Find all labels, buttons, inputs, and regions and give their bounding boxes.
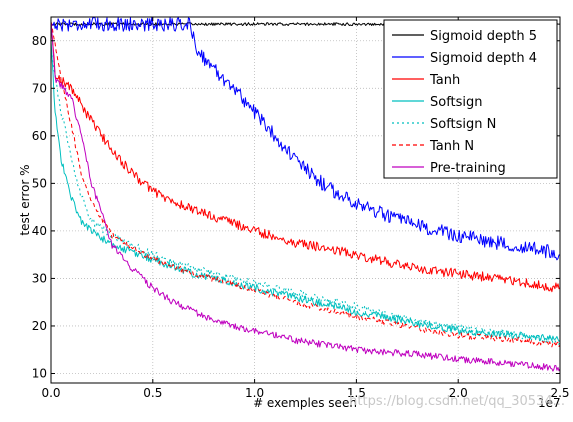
x-tick-label: 2.5: [550, 386, 569, 400]
legend: Sigmoid depth 5 Sigmoid depth 4 Tanh Softsi…: [383, 19, 558, 179]
x-tick-label: 1.5: [347, 386, 366, 400]
y-tick-label: 80: [32, 34, 47, 48]
legend-label: Softsign: [430, 95, 483, 110]
legend-label: Sigmoid depth 5: [430, 29, 537, 44]
y-axis-label: test error %: [18, 164, 32, 235]
legend-label: Tanh N: [429, 139, 474, 154]
y-tick-label: 50: [32, 176, 47, 190]
x-axis-label: # exemples seen: [253, 396, 357, 410]
series-line: [51, 21, 560, 348]
legend-label: Sigmoid depth 4: [430, 51, 537, 66]
series-line: [51, 17, 560, 261]
legend-label: Softsign N: [430, 117, 496, 132]
legend-label: Tanh: [429, 73, 460, 88]
legend-box: [383, 19, 558, 179]
y-tick-label: 70: [32, 81, 47, 95]
series-layer: [51, 17, 560, 372]
series-line: [51, 21, 560, 372]
series-line: [51, 21, 560, 293]
y-tick-label: 30: [32, 271, 47, 285]
y-tick-label: 60: [32, 129, 47, 143]
x-axis: 0.0 0.5 1.0 1.5 2.0 2.5: [41, 17, 570, 400]
y-axis: 10 20 30 40 50 60 70 80: [32, 34, 560, 380]
x-scale-label: 1e7: [538, 396, 561, 410]
x-tick-label: 0.5: [143, 386, 162, 400]
x-tick-label: 1.0: [245, 386, 264, 400]
x-tick-label: 2.0: [449, 386, 468, 400]
series-line: [51, 40, 560, 342]
y-tick-label: 10: [32, 366, 47, 380]
y-tick-label: 40: [32, 224, 47, 238]
series-line: [51, 50, 560, 345]
plot-frame: [50, 16, 561, 384]
watermark: https://blog.csdn.net/qq_30534...: [349, 394, 565, 409]
x-tick-label: 0.0: [41, 386, 60, 400]
legend-label: Pre-training: [430, 161, 506, 176]
y-tick-label: 20: [32, 319, 47, 333]
